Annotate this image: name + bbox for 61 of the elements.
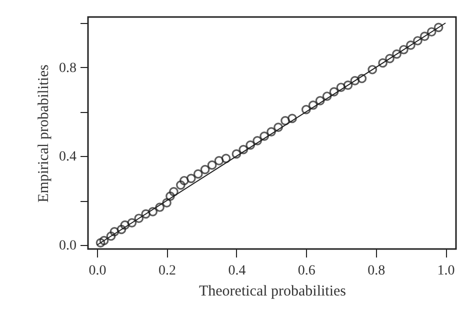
point — [357, 74, 367, 84]
point — [329, 87, 339, 96]
point — [392, 49, 402, 59]
point — [350, 76, 360, 86]
point — [238, 144, 248, 154]
x-tick-label: 1.0 — [437, 264, 455, 278]
point — [155, 202, 164, 212]
y-tick-label: 0.8 — [59, 60, 76, 76]
point — [406, 40, 416, 50]
point — [385, 54, 394, 64]
x-tick-label: 0.0 — [88, 264, 106, 278]
point — [99, 236, 109, 246]
point — [193, 169, 203, 179]
point — [176, 180, 186, 190]
point — [141, 209, 151, 219]
point — [127, 218, 137, 228]
point — [221, 154, 231, 164]
point — [434, 22, 444, 32]
point — [162, 198, 172, 208]
point — [343, 80, 353, 90]
y-axis-title: Empirical probabilities — [36, 64, 52, 202]
point — [252, 136, 262, 146]
point — [301, 104, 311, 114]
point — [280, 116, 290, 126]
point — [266, 127, 276, 136]
point — [214, 156, 224, 166]
point — [246, 140, 256, 150]
y-tick-label: 0.4 — [59, 150, 76, 165]
x-tick-label: 0.4 — [228, 264, 246, 278]
point — [378, 58, 388, 68]
point — [399, 44, 408, 54]
point — [120, 220, 130, 230]
point — [166, 191, 175, 201]
point — [207, 160, 217, 170]
point — [180, 176, 189, 186]
point — [148, 207, 158, 216]
point — [260, 132, 270, 141]
point — [110, 227, 120, 236]
point — [274, 122, 283, 132]
point — [308, 100, 318, 110]
x-axis-title: Theoretical probabilities — [198, 284, 346, 300]
point — [116, 224, 126, 234]
point — [200, 164, 210, 174]
y-tick-label: 0.0 — [59, 238, 76, 254]
point — [426, 27, 436, 37]
point — [322, 92, 332, 101]
x-tick-label: 0.2 — [158, 264, 176, 278]
point — [186, 174, 196, 184]
point — [288, 114, 297, 124]
point — [96, 238, 106, 248]
point — [420, 32, 430, 41]
point — [412, 36, 422, 46]
point — [336, 82, 346, 92]
x-tick-label: 0.6 — [298, 264, 316, 278]
x-tick-label: 0.8 — [368, 264, 386, 278]
point — [106, 231, 116, 241]
point — [232, 149, 242, 159]
point — [134, 214, 144, 224]
point — [368, 64, 378, 74]
point — [169, 187, 178, 196]
point — [315, 96, 325, 106]
